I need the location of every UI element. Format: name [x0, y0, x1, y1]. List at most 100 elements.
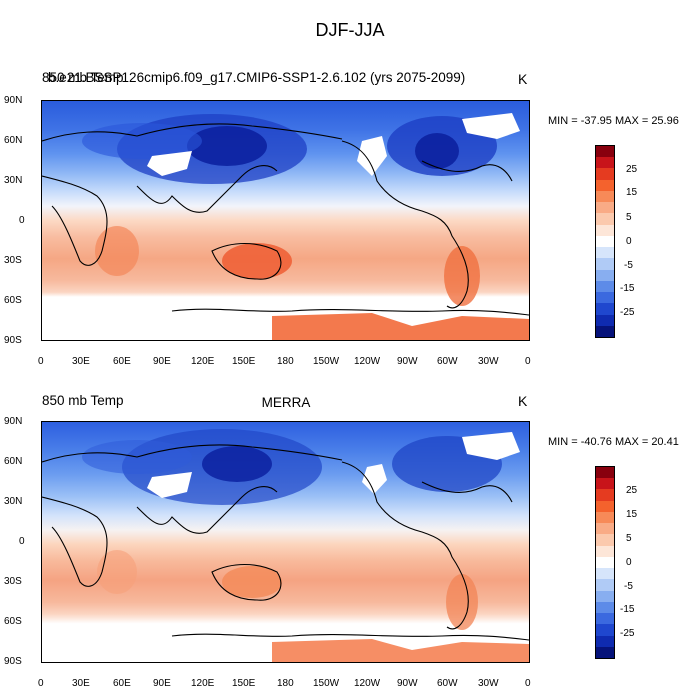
units-label: K	[518, 71, 528, 87]
lat-tick: 30N	[4, 175, 23, 186]
colorbar-tick: 15	[626, 187, 638, 198]
colorbar-swatch	[596, 545, 614, 557]
panel-left-label: 850 mb Temp	[42, 70, 124, 85]
panel-left-label: 850 mb Temp	[42, 393, 124, 408]
colorbar-tick: 25	[626, 485, 638, 496]
colorbar	[595, 466, 615, 659]
lat-tick: 60S	[4, 295, 22, 306]
lon-tick: 30W	[478, 678, 499, 689]
colorbar-swatch	[596, 179, 614, 191]
colorbar-swatch	[596, 235, 614, 248]
colorbar-swatch	[596, 213, 614, 225]
min-max-label: MIN = -40.76 MAX = 20.41	[548, 436, 679, 448]
colorbar-swatch	[596, 568, 614, 580]
lon-tick: 30W	[478, 356, 499, 367]
lon-tick: 30E	[72, 356, 90, 367]
colorbar-swatch	[596, 280, 614, 293]
lat-tick: 60N	[4, 135, 23, 146]
lat-tick: 90S	[4, 656, 22, 667]
lon-tick: 0	[38, 356, 44, 367]
lon-tick: 90E	[153, 678, 171, 689]
colorbar-swatch	[596, 511, 614, 524]
colorbar-swatch	[596, 146, 614, 158]
colorbar-swatch	[596, 579, 614, 591]
lon-tick: 120W	[354, 356, 381, 367]
colorbar-swatch	[596, 534, 614, 546]
lon-tick: 180	[277, 678, 294, 689]
colorbar-swatch	[596, 613, 614, 625]
figure-title: DJF-JJA	[315, 20, 385, 40]
colorbar-swatch	[596, 292, 614, 304]
map-overlay	[42, 429, 529, 662]
lon-tick: 60E	[113, 356, 131, 367]
colorbar-tick: 5	[626, 533, 632, 544]
lon-tick: 60W	[437, 678, 458, 689]
colorbar-tick: -15	[620, 283, 635, 294]
lon-tick: 150E	[232, 678, 256, 689]
lat-tick: 30S	[4, 255, 22, 266]
lat-tick: 0	[19, 536, 25, 547]
colorbar-swatch	[596, 258, 614, 270]
panel-case-label: MERRA	[261, 395, 311, 410]
colorbar-swatch	[596, 646, 614, 658]
colorbar-swatch	[596, 523, 614, 535]
lon-tick: 0	[38, 678, 44, 689]
colorbar-tick: 25	[626, 164, 638, 175]
lon-tick: 150E	[232, 356, 256, 367]
colorbar-swatch	[596, 157, 614, 169]
colorbar-swatch	[596, 190, 614, 203]
lon-tick: 90W	[397, 356, 418, 367]
lon-tick: 150W	[313, 356, 340, 367]
lat-tick: 30N	[4, 496, 23, 507]
colorbar-swatch	[596, 325, 614, 337]
colorbar-swatch	[596, 601, 614, 614]
lon-tick: 90E	[153, 356, 171, 367]
units-label: K	[518, 393, 528, 409]
colorbar-tick: 5	[626, 212, 632, 223]
colorbar-swatch	[596, 478, 614, 490]
lat-tick: 60N	[4, 456, 23, 467]
colorbar-tick: -25	[620, 307, 635, 318]
colorbar-swatch	[596, 269, 614, 281]
colorbar-swatch	[596, 635, 614, 647]
lat-tick: 90S	[4, 335, 22, 346]
min-max-label: MIN = -37.95 MAX = 25.96	[548, 115, 679, 127]
colorbar-swatch	[596, 590, 614, 602]
colorbar-tick: 0	[626, 557, 632, 568]
colorbar-tick: 0	[626, 236, 632, 247]
colorbar-swatch	[596, 224, 614, 236]
panel-case-label: b.e21.BSSP126cmip6.f09_g17.CMIP6-SSP1-2.…	[48, 70, 466, 85]
lon-tick: 30E	[72, 678, 90, 689]
colorbar-swatch	[596, 314, 614, 326]
lat-tick: 90N	[4, 416, 23, 427]
lon-tick: 60W	[437, 356, 458, 367]
lon-tick: 180	[277, 356, 294, 367]
map-overlay	[42, 113, 529, 340]
lon-tick: 0	[525, 678, 531, 689]
map-plot	[41, 100, 530, 341]
colorbar-tick: -25	[620, 628, 635, 639]
lon-tick: 150W	[313, 678, 340, 689]
colorbar	[595, 145, 615, 338]
lat-tick: 30S	[4, 576, 22, 587]
lon-tick: 120E	[191, 356, 215, 367]
colorbar-swatch	[596, 247, 614, 259]
colorbar-tick: -5	[624, 260, 633, 271]
colorbar-tick: -15	[620, 604, 635, 615]
lon-tick: 60E	[113, 678, 131, 689]
colorbar-swatch	[596, 168, 614, 180]
colorbar-swatch	[596, 624, 614, 636]
colorbar-swatch	[596, 303, 614, 315]
lon-tick: 120W	[354, 678, 381, 689]
colorbar-swatch	[596, 202, 614, 214]
lat-tick: 0	[19, 215, 25, 226]
colorbar-swatch	[596, 500, 614, 512]
lon-tick: 120E	[191, 678, 215, 689]
colorbar-swatch	[596, 489, 614, 501]
colorbar-swatch	[596, 467, 614, 479]
lon-tick: 0	[525, 356, 531, 367]
map-plot	[41, 421, 530, 663]
colorbar-tick: 15	[626, 509, 638, 520]
lat-tick: 60S	[4, 616, 22, 627]
colorbar-swatch	[596, 556, 614, 569]
